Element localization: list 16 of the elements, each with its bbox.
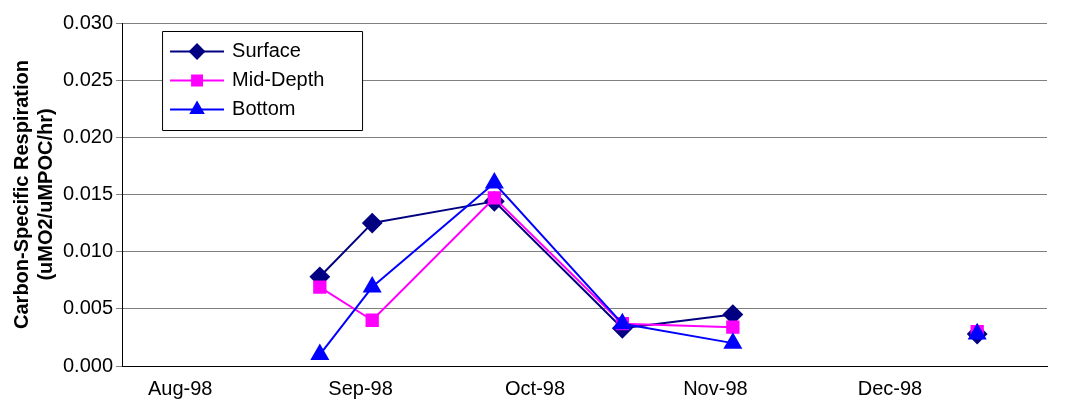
y-tick-label: 0.015: [62, 182, 114, 205]
x-tick-label: Dec-98: [857, 376, 923, 399]
x-tick-label: Nov-98: [683, 376, 748, 399]
y-tick-label: 0.000: [62, 353, 114, 376]
legend-label: Surface: [232, 39, 301, 62]
y-tick-label: 0.005: [62, 296, 114, 319]
legend-label: Mid-Depth: [232, 68, 325, 91]
y-tick-label: 0.025: [62, 67, 114, 90]
y-axis-title: Carbon-Specific Respiration (uMO2/uMPOC/hr): [9, 60, 56, 329]
y-tick-label: 0.030: [62, 10, 114, 33]
y-tick-label: 0.010: [62, 239, 114, 262]
x-tick-label: Aug-98: [147, 376, 213, 399]
y-tick-label: 0.020: [62, 124, 114, 147]
x-tick-label: Oct-98: [505, 376, 566, 399]
legend-label: Bottom: [232, 97, 296, 120]
x-tick-label: Sep-98: [328, 376, 393, 399]
